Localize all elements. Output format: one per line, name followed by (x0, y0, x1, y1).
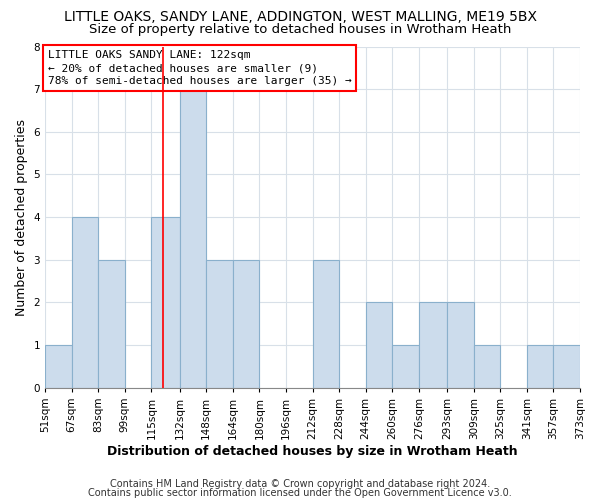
Bar (553, 345, 580, 388)
Text: LITTLE OAKS SANDY LANE: 122sqm
← 20% of detached houses are smaller (9)
78% of s: LITTLE OAKS SANDY LANE: 122sqm ← 20% of … (48, 50, 352, 86)
Text: Contains HM Land Registry data © Crown copyright and database right 2024.: Contains HM Land Registry data © Crown c… (110, 479, 490, 489)
Bar (473, 345, 500, 388)
Text: Contains public sector information licensed under the Open Government Licence v3: Contains public sector information licen… (88, 488, 512, 498)
Bar (151, 217, 179, 388)
Bar (419, 302, 447, 388)
Bar (45, 345, 71, 388)
Bar (233, 260, 259, 388)
Bar (98, 260, 125, 388)
Text: Size of property relative to detached houses in Wrotham Heath: Size of property relative to detached ho… (89, 22, 511, 36)
Bar (206, 260, 233, 388)
Bar (447, 302, 473, 388)
X-axis label: Distribution of detached houses by size in Wrotham Heath: Distribution of detached houses by size … (107, 444, 518, 458)
Text: LITTLE OAKS, SANDY LANE, ADDINGTON, WEST MALLING, ME19 5BX: LITTLE OAKS, SANDY LANE, ADDINGTON, WEST… (64, 10, 536, 24)
Bar (313, 260, 339, 388)
Bar (71, 217, 98, 388)
Bar (179, 89, 206, 388)
Bar (527, 345, 553, 388)
Bar (365, 302, 392, 388)
Y-axis label: Number of detached properties: Number of detached properties (15, 118, 28, 316)
Bar (392, 345, 419, 388)
